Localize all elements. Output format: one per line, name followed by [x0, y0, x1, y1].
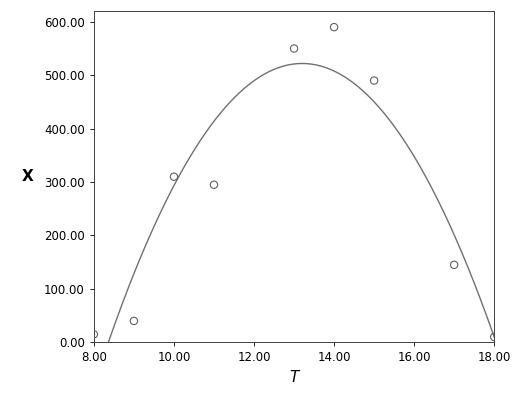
Point — [130, 318, 138, 324]
Point — [370, 77, 378, 84]
Point — [210, 181, 218, 188]
Y-axis label: X: X — [21, 169, 33, 184]
Point — [330, 24, 338, 30]
Point — [290, 45, 298, 51]
X-axis label: T: T — [289, 370, 299, 385]
Point — [490, 334, 499, 340]
Point — [170, 173, 178, 180]
Point — [450, 262, 458, 268]
Point — [90, 331, 98, 337]
